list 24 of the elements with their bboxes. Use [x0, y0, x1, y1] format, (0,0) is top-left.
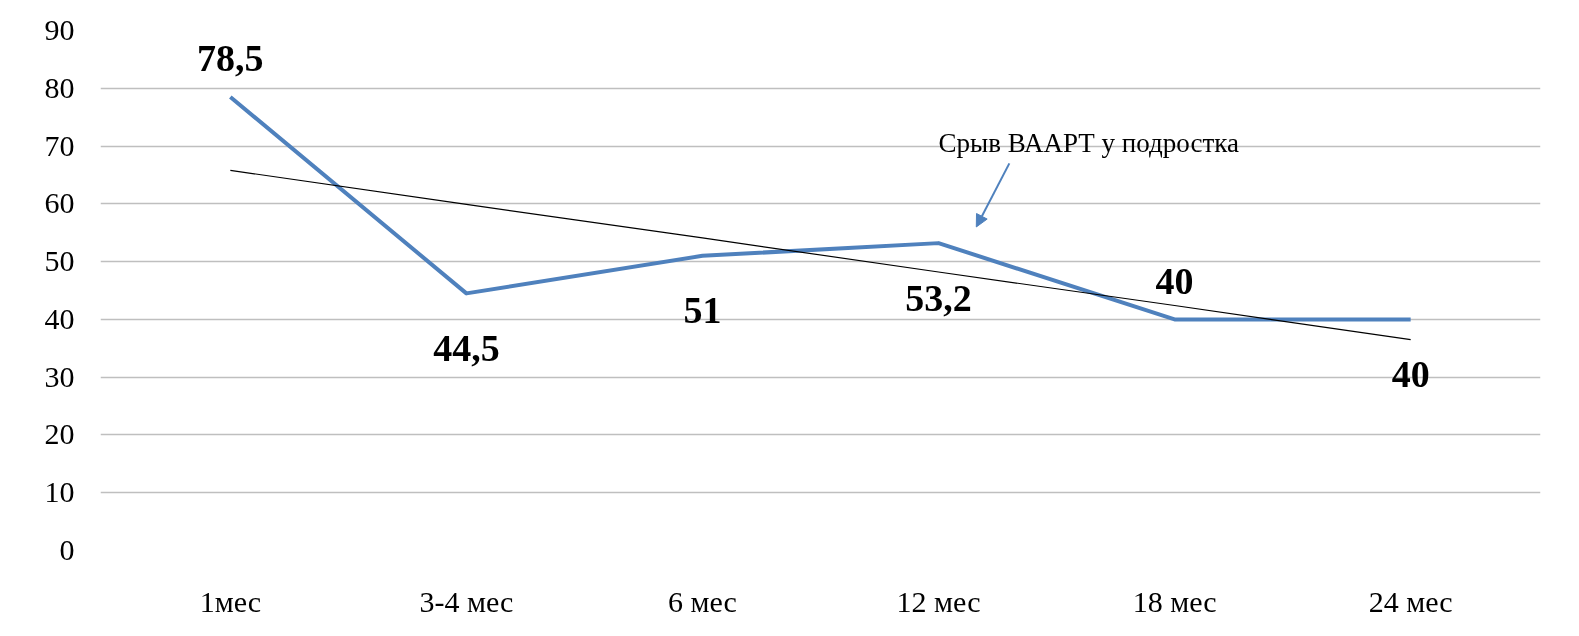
y-tick-label: 10	[44, 475, 75, 509]
data-label: 44,5	[433, 326, 500, 369]
y-tick-label: 30	[44, 359, 75, 393]
y-tick-label: 40	[44, 301, 75, 335]
x-tick-label: 18 мес	[1132, 584, 1217, 618]
x-tick-label: 12 мес	[896, 584, 981, 618]
y-tick-label: 70	[44, 128, 75, 162]
data-label: 53,2	[905, 276, 972, 319]
x-tick-label: 6 мес	[668, 584, 737, 618]
y-tick-label: 90	[44, 13, 75, 46]
annotation: Срыв ВААРТ у подростка	[938, 127, 1239, 158]
line-series	[228, 94, 1413, 322]
data-label: 40	[1155, 259, 1194, 302]
y-tick-label: 50	[44, 244, 75, 278]
data-label: 78,5	[197, 37, 264, 80]
x-tick-label: 1мес	[199, 584, 262, 618]
data-label: 51	[683, 289, 722, 332]
y-tick-label: 0	[59, 533, 75, 566]
y-tick-label: 60	[44, 186, 75, 220]
data-label: 40	[1391, 352, 1430, 395]
x-tick-label: 24 мес	[1368, 584, 1453, 618]
y-tick-label: 80	[44, 70, 75, 104]
y-tick-label: 20	[44, 417, 75, 451]
x-tick-label: 3-4 мес	[419, 584, 514, 618]
